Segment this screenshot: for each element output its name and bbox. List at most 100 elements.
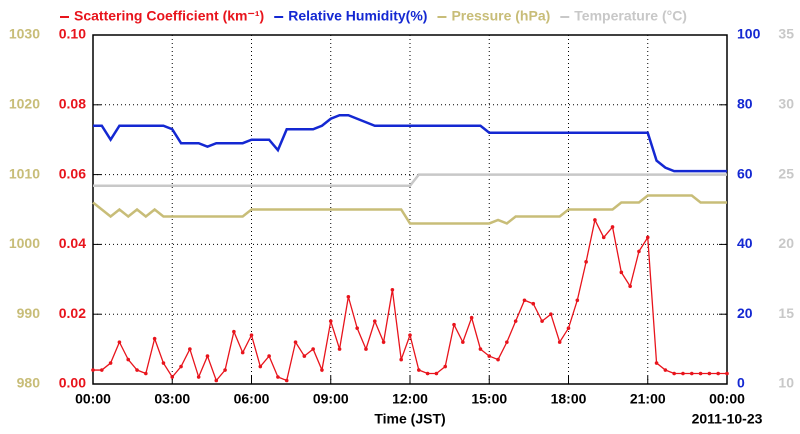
y2-tick-label: 60 — [737, 165, 753, 181]
data-point — [645, 235, 650, 240]
series-line — [93, 173, 727, 188]
y2-tick-label: 80 — [737, 96, 753, 112]
y-tick-label: 0.10 — [59, 26, 86, 42]
data-point — [249, 333, 254, 337]
data-point — [487, 354, 492, 358]
y-tick-label: 0.08 — [59, 96, 86, 112]
data-point — [707, 371, 712, 376]
data-point — [355, 326, 359, 330]
data-point — [364, 347, 368, 351]
data-point — [549, 312, 553, 317]
data-point — [170, 375, 175, 379]
y4-tick-label: 15 — [778, 305, 794, 321]
y3-tick-label: 990 — [17, 305, 41, 321]
data-point — [232, 329, 236, 334]
data-point — [108, 361, 113, 365]
y4-tick-label: 20 — [778, 235, 794, 251]
data-point — [144, 371, 148, 376]
data-point — [443, 364, 448, 369]
data-point — [399, 357, 403, 362]
legend-label: Relative Humidity(%) — [288, 8, 427, 24]
data-point — [161, 361, 166, 365]
y4-tick-label: 35 — [778, 26, 794, 42]
y3-tick-label: 1020 — [9, 96, 40, 112]
data-point — [258, 364, 263, 369]
x-tick-label: 00:00 — [75, 391, 111, 407]
data-point — [293, 340, 298, 344]
data-point — [637, 249, 641, 254]
y2-tick-label: 0 — [737, 375, 745, 391]
data-point — [223, 368, 227, 372]
data-point — [540, 319, 544, 323]
data-point — [372, 319, 377, 323]
data-point — [117, 340, 122, 344]
data-point — [267, 354, 271, 358]
y2-tick-label: 40 — [737, 235, 753, 251]
data-point — [557, 340, 562, 344]
x-tick-label: 06:00 — [234, 391, 270, 407]
data-point — [179, 364, 183, 369]
legend-label: Scattering Coefficient (km⁻¹) — [74, 8, 264, 24]
data-point — [461, 340, 465, 344]
data-point — [126, 357, 131, 362]
x-tick-label: 12:00 — [392, 391, 428, 407]
legend-label: Pressure (hPa) — [451, 8, 550, 24]
data-point — [284, 378, 289, 383]
data-point — [478, 347, 483, 351]
y4-tick-label: 10 — [778, 375, 794, 391]
data-point — [320, 368, 324, 372]
x-tick-label: 21:00 — [630, 391, 666, 407]
data-point — [531, 301, 536, 306]
data-point — [716, 371, 720, 376]
data-point — [434, 371, 439, 376]
data-point — [575, 298, 580, 303]
y3-tick-label: 1000 — [9, 235, 40, 251]
data-point — [240, 350, 245, 355]
data-point — [390, 287, 395, 292]
y4-tick-label: 25 — [778, 165, 794, 181]
y-tick-label: 0.02 — [59, 305, 86, 321]
data-point — [619, 270, 624, 275]
legend-label: Temperature (°C) — [574, 8, 687, 24]
data-point — [91, 368, 95, 372]
data-point — [100, 368, 104, 372]
data-point — [610, 225, 615, 229]
x-tick-label: 03:00 — [154, 391, 190, 407]
data-point — [513, 319, 518, 323]
data-point — [496, 357, 500, 362]
y2-tick-label: 20 — [737, 305, 753, 321]
y-tick-label: 0.00 — [59, 375, 86, 391]
data-point — [725, 371, 729, 376]
y4-tick-label: 30 — [778, 96, 794, 112]
data-point — [654, 361, 659, 365]
data-point — [469, 315, 474, 320]
x-tick-label: 00:00 — [709, 391, 745, 407]
data-point — [135, 368, 139, 372]
data-point — [152, 336, 157, 341]
data-point — [672, 371, 676, 376]
y3-tick-label: 1010 — [9, 165, 40, 181]
y-tick-label: 0.06 — [59, 165, 86, 181]
data-point — [205, 354, 210, 358]
data-point — [311, 347, 315, 351]
data-point — [337, 347, 342, 351]
data-point — [196, 375, 201, 379]
data-point — [408, 333, 412, 337]
data-point — [452, 322, 456, 327]
data-point — [214, 378, 219, 383]
y3-tick-label: 980 — [17, 375, 41, 391]
series-line — [93, 114, 727, 173]
y3-tick-label: 1030 — [9, 26, 40, 42]
series-line — [92, 194, 727, 225]
data-point — [188, 347, 192, 351]
y2-tick-label: 100 — [737, 26, 761, 42]
data-point — [593, 218, 597, 222]
y-tick-label: 0.04 — [59, 235, 86, 251]
date-label: 2011-10-23 — [692, 411, 763, 427]
data-point — [601, 235, 606, 240]
data-point — [328, 319, 333, 323]
data-point — [346, 294, 351, 299]
data-point — [628, 284, 632, 289]
data-point — [381, 340, 386, 344]
